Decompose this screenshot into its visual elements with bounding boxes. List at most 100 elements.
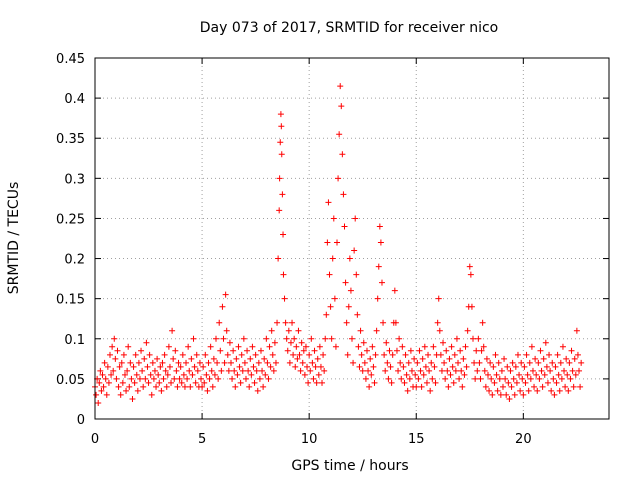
y-tick-label: 0 [77,413,85,428]
data-point [199,383,206,390]
y-tick-label: 0.3 [64,172,85,187]
data-point [116,363,123,370]
data-point [423,379,430,386]
data-point [192,379,199,386]
data-point [347,287,354,294]
data-point [118,359,125,366]
data-point [540,355,547,362]
data-point [556,387,563,394]
data-point [280,271,287,278]
data-point [268,327,275,334]
data-point [397,359,404,366]
data-point [461,371,468,378]
data-point [357,327,364,334]
data-point [292,363,299,370]
data-point [235,343,242,350]
data-point [484,371,491,378]
data-point [264,359,271,366]
data-point [301,371,308,378]
data-point [213,335,220,342]
data-point [260,383,267,390]
data-point [123,387,130,394]
data-point [221,359,228,366]
data-point [194,367,201,374]
data-point [445,383,452,390]
data-point [537,347,544,354]
data-point [276,207,283,214]
data-point [310,375,317,382]
data-point [179,351,186,358]
data-point [369,343,376,350]
data-point [102,375,109,382]
data-point [548,387,555,394]
data-point [267,363,274,370]
data-point [263,335,270,342]
data-point [479,319,486,326]
data-point [321,367,328,374]
data-point [103,391,110,398]
data-point [513,379,520,386]
data-point [533,371,540,378]
data-point [226,339,233,346]
data-point [405,359,412,366]
data-point [502,375,509,382]
data-point [173,367,180,374]
data-point [422,363,429,370]
data-point [289,319,296,326]
data-point [527,375,534,382]
y-tick-label: 0.4 [64,92,85,107]
data-point [504,363,511,370]
data-point [277,111,284,118]
data-point [563,355,570,362]
data-point [383,339,390,346]
data-point [300,347,307,354]
data-point [119,379,126,386]
data-point [407,347,414,354]
data-point [458,367,465,374]
data-point [473,347,480,354]
data-point [440,339,447,346]
data-point [337,83,344,90]
data-point [341,223,348,230]
data-point [416,347,423,354]
data-point [511,391,518,398]
data-point [374,295,381,302]
data-point [234,371,241,378]
data-point [367,355,374,362]
data-point [496,375,503,382]
data-point [297,367,304,374]
data-point [523,351,530,358]
data-point [144,363,151,370]
data-point [326,271,333,278]
data-point [130,363,137,370]
data-point [443,347,450,354]
data-point [270,367,277,374]
data-point [227,359,234,366]
data-point [154,355,161,362]
data-point [402,351,409,358]
data-point [509,359,516,366]
data-point [159,359,166,366]
data-point [544,379,551,386]
data-point [510,375,517,382]
data-point [229,375,236,382]
data-point [285,327,292,334]
data-point [522,379,529,386]
data-point [255,359,262,366]
data-point [360,339,367,346]
data-point [392,319,399,326]
data-point [536,375,543,382]
data-point [555,371,562,378]
data-point [338,103,345,110]
data-point [304,363,311,370]
data-point [169,327,176,334]
data-point [403,371,410,378]
data-point [391,287,398,294]
data-point [200,363,207,370]
data-point [148,391,155,398]
data-point [467,271,474,278]
data-point [358,351,365,358]
data-point [151,367,158,374]
data-point [425,351,432,358]
data-point [534,387,541,394]
